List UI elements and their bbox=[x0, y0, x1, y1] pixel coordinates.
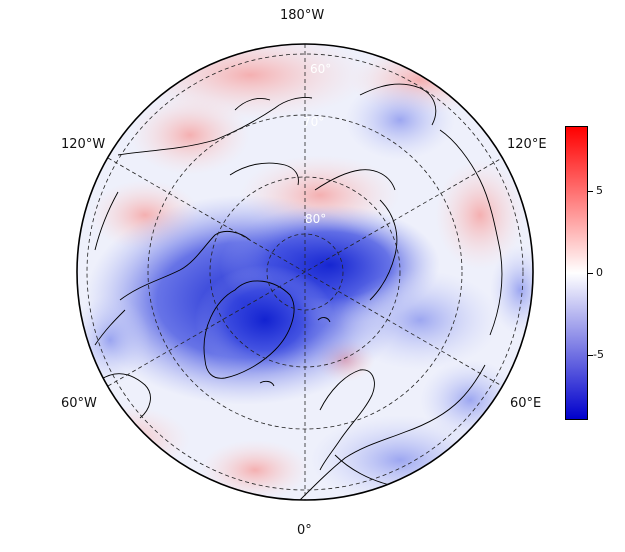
lon-label-60e: 60°E bbox=[510, 396, 542, 411]
lon-label-0: 0° bbox=[297, 523, 312, 538]
colorbar-tick-0 bbox=[588, 273, 593, 274]
coastlines bbox=[94, 83, 503, 500]
colorbar-label-0: 0 bbox=[596, 266, 603, 279]
lat-label-80: 80° bbox=[305, 212, 327, 226]
lat-label-70: 70° bbox=[303, 115, 325, 129]
anomaly-field bbox=[77, 44, 533, 500]
lon-label-60w: 60°W bbox=[61, 396, 97, 411]
map-boundary bbox=[76, 43, 534, 501]
lon-label-120w: 120°W bbox=[61, 137, 106, 152]
colorbar-tick-5 bbox=[588, 191, 593, 192]
lat-label-60: 60° bbox=[310, 62, 332, 76]
colorbar-tick-neg5 bbox=[588, 355, 593, 356]
colorbar-label-neg5: -5 bbox=[593, 348, 604, 361]
graticule bbox=[86, 44, 524, 500]
colorbar-label-5: 5 bbox=[596, 184, 603, 197]
colorbar bbox=[565, 126, 588, 420]
lon-label-180w: 180°W bbox=[280, 8, 325, 23]
lon-label-120e: 120°E bbox=[507, 137, 547, 152]
